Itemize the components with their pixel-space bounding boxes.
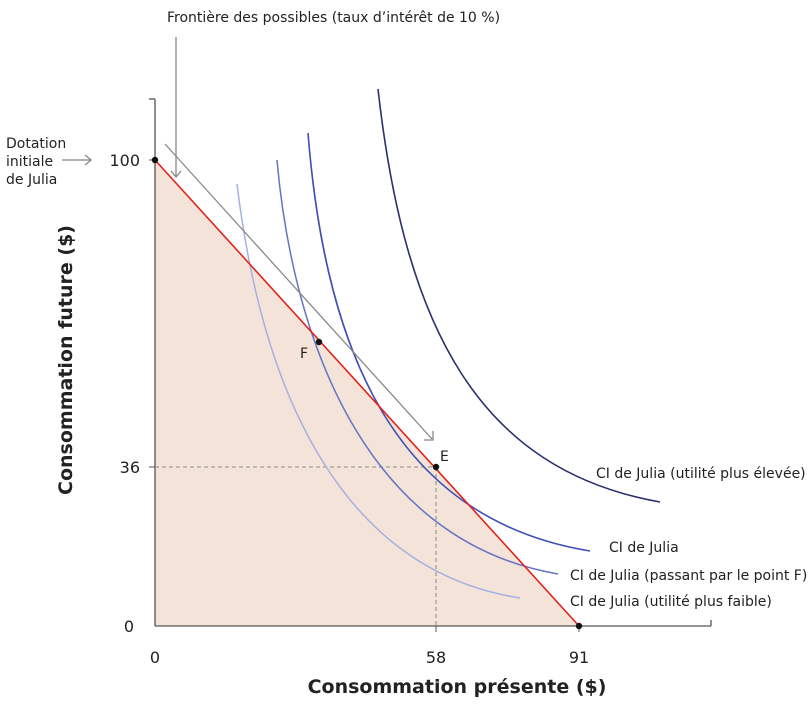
- x-tick-label-0: 0: [150, 648, 160, 667]
- endowment-arrowhead: [84, 154, 93, 166]
- ic-high-curve: [377, 88, 661, 503]
- ic-tangent-label: CI de Julia: [609, 540, 679, 556]
- y-axis-title: Consommation future ($): [55, 225, 77, 495]
- endowment-label-2: initiale: [6, 154, 53, 170]
- x-tick-label-58: 58: [426, 648, 446, 667]
- frontier-label: Frontière des possibles (taux d’intérêt …: [167, 10, 500, 26]
- point-e: [432, 463, 440, 471]
- ic-high-label: CI de Julia (utilité plus élevée): [596, 466, 806, 482]
- point-e-label: E: [440, 449, 449, 465]
- point-f-label: F: [300, 346, 308, 362]
- frontier-pointer-arrowhead: [424, 431, 434, 441]
- endowment-label-3: de Julia: [6, 172, 57, 188]
- budget-line: [154, 159, 580, 627]
- ic-low-label: CI de Julia (utilité plus faible): [570, 594, 772, 610]
- ic-f-curve: [276, 159, 559, 575]
- endowment-point: [151, 156, 159, 164]
- x-intercept-point: [575, 622, 583, 630]
- x-tick-label-91: 91: [569, 648, 589, 667]
- frontier-pointer-line: [164, 143, 433, 440]
- y-tick-label-36: 36: [120, 458, 140, 477]
- ic-low-curve: [236, 183, 521, 599]
- endowment-label-1: Dotation: [6, 136, 66, 152]
- x-axis-title: Consommation présente ($): [308, 676, 607, 698]
- ic-f-label: CI de Julia (passant par le point F): [570, 568, 807, 584]
- y-tick-label-100: 100: [109, 151, 140, 170]
- y-tick-label-0: 0: [124, 617, 134, 636]
- point-f: [315, 338, 323, 346]
- frontier-label-arrowhead: [170, 170, 182, 179]
- ic-tangent-curve: [307, 132, 591, 552]
